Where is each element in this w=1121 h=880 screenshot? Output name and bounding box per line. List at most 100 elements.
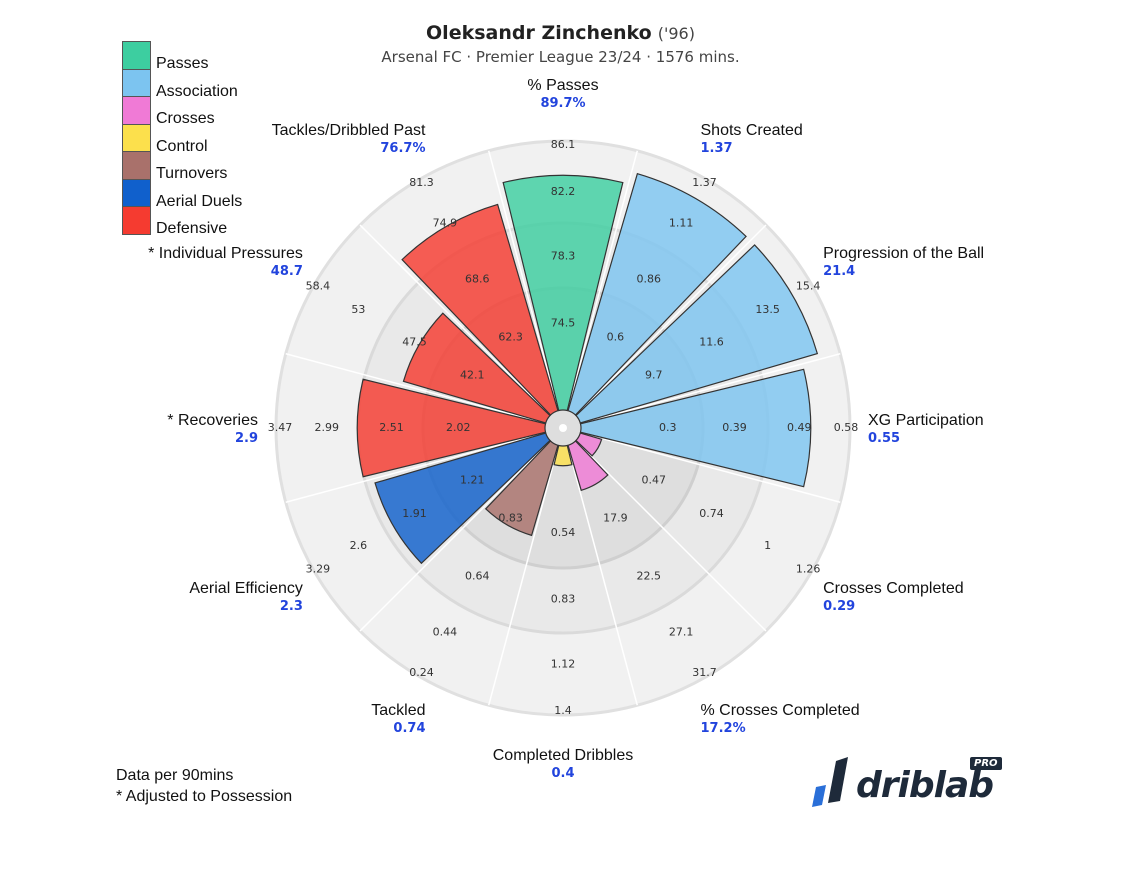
tick-label: 1.11 bbox=[669, 216, 694, 229]
spoke bbox=[566, 150, 639, 411]
tick-label: 2.99 bbox=[315, 421, 340, 434]
tick-label: 0.74 bbox=[699, 507, 724, 520]
legend-swatch bbox=[122, 41, 151, 70]
category-name: Tackles/Dribbled Past bbox=[271, 121, 426, 139]
category-name: Aerial Efficiency bbox=[189, 579, 303, 597]
tick-label: 11.6 bbox=[699, 335, 724, 348]
spoke bbox=[285, 431, 546, 504]
chart-subtitle: Arsenal FC · Premier League 23/24 · 1576… bbox=[381, 48, 740, 66]
tick-label: 78.3 bbox=[551, 250, 576, 263]
category-label: Progression of the Ball 21.4 bbox=[823, 243, 1013, 279]
tick-label: 86.1 bbox=[551, 138, 576, 151]
player-name: Oleksandr Zinchenko bbox=[426, 22, 652, 44]
bar bbox=[579, 368, 812, 488]
tick-label: 74.9 bbox=[433, 216, 458, 229]
tick-label: 31.7 bbox=[692, 666, 717, 679]
tick-label: 42.1 bbox=[460, 369, 485, 382]
legend-swatch bbox=[122, 123, 151, 153]
legend-swatch bbox=[122, 151, 151, 180]
tick-label: 62.3 bbox=[498, 330, 523, 343]
legend-swatch bbox=[122, 206, 151, 235]
spoke bbox=[566, 445, 639, 706]
tick-label: 0.86 bbox=[637, 272, 662, 285]
bar bbox=[401, 203, 559, 416]
tick-label: 1.21 bbox=[460, 473, 485, 486]
bar bbox=[402, 312, 551, 424]
tick-label: 0.49 bbox=[787, 421, 812, 434]
legend-swatch bbox=[122, 178, 151, 208]
spoke bbox=[359, 224, 551, 416]
tick-label: 81.3 bbox=[409, 176, 434, 189]
footnote: Data per 90mins * Adjusted to Possession bbox=[116, 765, 292, 807]
bar bbox=[553, 444, 573, 467]
category-value: 0.29 bbox=[823, 598, 856, 614]
tick-label: 1.4 bbox=[554, 704, 572, 717]
bar bbox=[575, 432, 603, 457]
category-name: XG Participation bbox=[868, 412, 984, 429]
category-name: % Passes bbox=[527, 77, 599, 94]
category-value: 48.7 bbox=[270, 263, 303, 279]
legend-label: Turnovers bbox=[156, 165, 228, 182]
legend-swatch bbox=[122, 96, 151, 125]
tick-label: 13.5 bbox=[755, 303, 780, 316]
category-name: Completed Dribbles bbox=[492, 747, 634, 764]
tick-label: 68.6 bbox=[465, 272, 490, 285]
tick-label: 2.51 bbox=[379, 421, 404, 434]
tick-label: 15.4 bbox=[796, 280, 821, 293]
bar bbox=[356, 378, 547, 478]
bars bbox=[356, 172, 819, 565]
tick-label: 58.4 bbox=[306, 280, 331, 293]
category-name: % Crosses Completed bbox=[700, 702, 860, 720]
tick-label: 1.37 bbox=[692, 176, 717, 189]
category-value: 0.4 bbox=[551, 766, 575, 781]
bar bbox=[567, 172, 747, 416]
tick-label: 0.58 bbox=[834, 421, 859, 434]
tick-labels: 74.578.382.286.10.60.861.111.379.711.613… bbox=[268, 138, 859, 717]
legend-label: Control bbox=[156, 137, 208, 155]
category-label: % Crosses Completed 17.2% bbox=[701, 700, 891, 736]
tick-label: 1 bbox=[764, 539, 771, 552]
spoke bbox=[580, 352, 841, 425]
category-value: 17.2% bbox=[700, 721, 746, 737]
chart-title: Oleksandr Zinchenko ('96) bbox=[0, 22, 1121, 44]
bar bbox=[374, 432, 551, 565]
legend-label: Passes bbox=[156, 55, 209, 72]
spoke bbox=[487, 445, 560, 706]
tick-label: 2.02 bbox=[446, 421, 471, 434]
category-label: Tackles/Dribbled Past 76.7% bbox=[236, 120, 426, 156]
legend-label: Crosses bbox=[156, 110, 215, 127]
tick-label: 0.64 bbox=[465, 570, 490, 583]
bar bbox=[567, 440, 609, 492]
spokes bbox=[285, 150, 841, 706]
legend-label: Aerial Duels bbox=[156, 192, 243, 210]
pro-badge: PRO bbox=[970, 757, 1002, 770]
legend-swatch bbox=[122, 68, 151, 98]
category-value: 0.55 bbox=[868, 431, 901, 446]
tick-label: 1.12 bbox=[551, 657, 576, 670]
spoke bbox=[285, 352, 546, 425]
category-label: * Individual Pressures 48.7 bbox=[113, 243, 303, 279]
category-value: 1.37 bbox=[700, 140, 733, 156]
spoke bbox=[575, 440, 767, 632]
category-label: Aerial Efficiency 2.3 bbox=[113, 578, 303, 614]
logo-text: driblab bbox=[856, 765, 994, 806]
tick-label: 0.54 bbox=[551, 526, 576, 539]
tick-label: 9.7 bbox=[645, 369, 663, 382]
tick-label: 17.9 bbox=[603, 512, 628, 525]
tick-label: 0.83 bbox=[498, 512, 523, 525]
spoke bbox=[487, 150, 560, 411]
category-name: Progression of the Ball bbox=[823, 244, 985, 262]
tick-label: 0.44 bbox=[433, 626, 458, 639]
category-label: Crosses Completed 0.29 bbox=[823, 578, 1013, 614]
logo-mark-icon bbox=[812, 757, 848, 807]
tick-label: 74.5 bbox=[551, 316, 576, 329]
footnote-possession: * Adjusted to Possession bbox=[116, 788, 293, 805]
tick-label: 3.29 bbox=[306, 563, 331, 576]
tick-label: 0.6 bbox=[607, 330, 625, 343]
tick-label: 2.6 bbox=[350, 539, 368, 552]
tick-label: 53 bbox=[351, 303, 365, 316]
category-value: 89.7% bbox=[540, 96, 586, 111]
category-name: Shots Created bbox=[700, 121, 803, 139]
category-label: % Passes 89.7% bbox=[468, 75, 658, 111]
